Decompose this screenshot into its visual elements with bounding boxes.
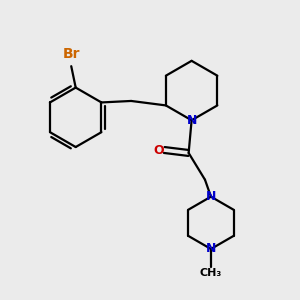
Text: N: N	[206, 242, 216, 256]
Text: O: O	[153, 143, 164, 157]
Text: N: N	[206, 190, 216, 203]
Text: CH₃: CH₃	[200, 268, 222, 278]
Text: N: N	[186, 114, 197, 127]
Text: Br: Br	[62, 47, 80, 61]
